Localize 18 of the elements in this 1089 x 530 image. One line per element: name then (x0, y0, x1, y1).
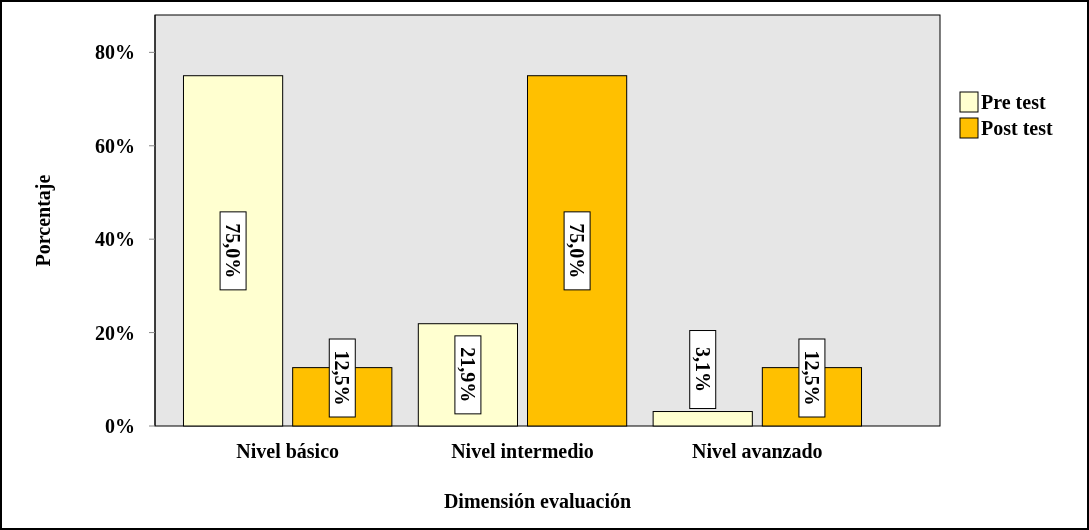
x-tick-label: Nivel avanzado (692, 440, 823, 462)
x-axis-title: Dimensión evaluación (443, 490, 632, 512)
y-tick-label: 80% (95, 41, 135, 64)
y-tick-label: 60% (95, 134, 135, 157)
x-tick-label: Nivel intermedio (451, 440, 594, 462)
y-tick-label: 0% (105, 415, 135, 437)
legend-label: Post test (981, 117, 1053, 139)
legend-label: Pre test (981, 91, 1046, 113)
y-tick-label: 40% (95, 228, 135, 251)
data-label: 75,0% (566, 223, 589, 279)
data-label: 3,1% (691, 347, 714, 393)
data-label: 12,5% (800, 350, 823, 406)
data-label: 75,0% (222, 223, 245, 279)
data-label: 21,9% (456, 347, 479, 403)
data-label: 12,5% (331, 350, 354, 406)
x-tick-label: Nivel básico (236, 440, 340, 462)
y-tick-label: 20% (95, 321, 135, 344)
y-axis-title: Porcentaje (32, 174, 55, 267)
